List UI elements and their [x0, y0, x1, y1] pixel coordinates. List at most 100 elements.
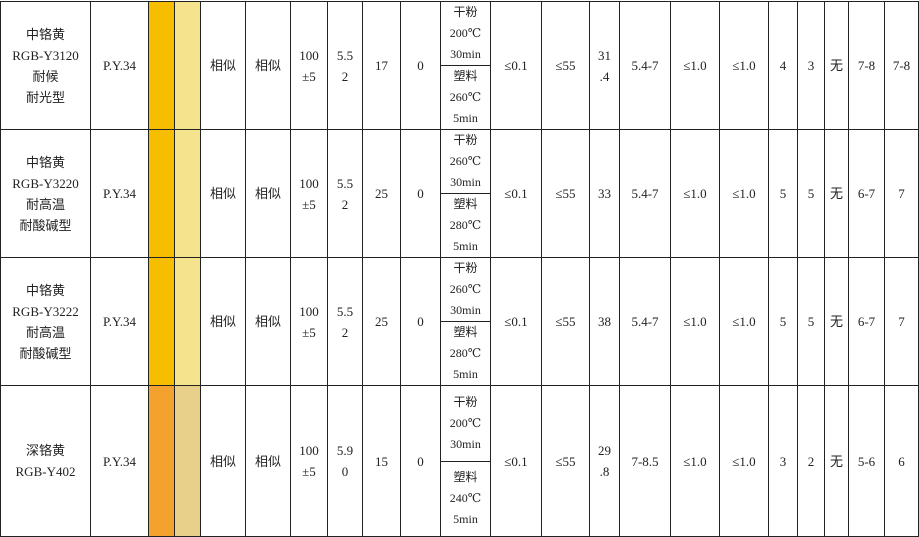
color-swatch-tint [174, 257, 201, 386]
cell-name: 中铬黄 RGB-Y3222 耐高温 耐酸碱型 [0, 257, 91, 386]
cell-v8: ≤1.0 [670, 129, 720, 258]
strength-line: ±5 [302, 68, 316, 84]
cell-c1: 相似 [200, 129, 246, 258]
cell-v7: 5.4-7 [619, 1, 671, 130]
temp_bottom-line: 塑料 [453, 470, 478, 485]
cell-v5: ≤55 [541, 257, 590, 386]
name-line: 耐候 [32, 68, 59, 84]
name-line: 深铬黄 [25, 443, 65, 458]
temp-plastic: 塑料 260℃ 5min [441, 65, 490, 129]
temp_top-line: 30min [450, 47, 481, 61]
temp-plastic: 塑料 240℃ 5min [441, 460, 490, 537]
v6-line: .8 [599, 464, 610, 479]
cell-v1: 5.5 2 [327, 257, 363, 386]
cell-c2: 相似 [245, 1, 291, 130]
strength-line: 100 [299, 303, 319, 319]
cell-v3: 0 [400, 1, 441, 130]
cell-v1: 5.5 2 [327, 129, 363, 258]
cell-c1: 相似 [200, 257, 246, 386]
cell-v11: 5 [797, 129, 825, 258]
table-row: 中铬黄 RGB-Y3220 耐高温 耐酸碱型 P.Y.34 相似 相似 100 ±5 5.5 2 25… [0, 129, 919, 258]
name-line: RGB-Y402 [15, 464, 76, 479]
cell-v2: 25 [362, 129, 401, 258]
cell-v9: ≤1.0 [719, 1, 769, 130]
name-line: 耐高温 [25, 196, 65, 212]
cell-v14: 7 [884, 129, 919, 258]
cell-v6: 33 [589, 129, 620, 258]
cell-v7: 5.4-7 [619, 257, 671, 386]
name-line: 耐酸碱型 [19, 345, 72, 361]
v1-line: 5.5 [336, 47, 354, 63]
cell-heat-resistance: 干粉 260℃ 30min 塑料 280℃ 5min [440, 257, 491, 386]
v1-line: 2 [341, 324, 349, 340]
color-swatch-tint [174, 129, 201, 258]
cell-v4: ≤0.1 [490, 385, 542, 537]
temp_top-line: 260℃ [449, 282, 482, 296]
name-line: RGB-Y3222 [12, 303, 79, 319]
temp_bottom-line: 塑料 [453, 69, 478, 83]
temp_bottom-line: 5min [453, 367, 478, 381]
v1-line: 0 [341, 464, 349, 479]
temp-powder: 干粉 260℃ 30min [441, 258, 490, 321]
temp-plastic: 塑料 280℃ 5min [441, 193, 490, 257]
v6-line: 38 [598, 314, 611, 329]
temp_top-line: 30min [450, 436, 481, 451]
temp_bottom-line: 5min [453, 512, 478, 527]
name-line: 中铬黄 [25, 154, 65, 170]
cell-v4: ≤0.1 [490, 1, 542, 130]
cell-v10: 5 [768, 257, 798, 386]
temp_top-line: 260℃ [449, 154, 482, 168]
cell-pigment: P.Y.34 [90, 129, 149, 258]
cell-v8: ≤1.0 [670, 257, 720, 386]
cell-v8: ≤1.0 [670, 385, 720, 537]
cell-v3: 0 [400, 385, 441, 537]
temp_top-line: 干粉 [453, 394, 478, 409]
temp_bottom-line: 280℃ [449, 346, 482, 360]
color-swatch-masstone [148, 1, 175, 130]
temp_bottom-line: 塑料 [453, 197, 478, 211]
cell-v2: 17 [362, 1, 401, 130]
v6-line: 31 [598, 47, 611, 63]
cell-name: 深铬黄 RGB-Y402 [0, 385, 91, 537]
v1-line: 2 [341, 68, 349, 84]
temp_bottom-line: 5min [453, 239, 478, 253]
strength-line: 100 [299, 443, 319, 458]
cell-v10: 4 [768, 1, 798, 130]
cell-v13: 7-8 [848, 1, 885, 130]
temp_top-line: 200℃ [449, 26, 482, 40]
color-swatch-tint [174, 385, 201, 537]
v1-line: 5.9 [336, 443, 354, 458]
cell-v12: 无 [824, 1, 849, 130]
name-line: 耐光型 [25, 89, 65, 105]
cell-v12: 无 [824, 129, 849, 258]
temp_top-line: 30min [450, 303, 481, 317]
cell-v5: ≤55 [541, 1, 590, 130]
name-line: 耐酸碱型 [19, 217, 72, 233]
cell-v14: 6 [884, 385, 919, 537]
cell-c2: 相似 [245, 129, 291, 258]
cell-v12: 无 [824, 385, 849, 537]
name-line: 中铬黄 [25, 26, 65, 42]
v6-line: .4 [599, 68, 610, 84]
cell-v6: 38 [589, 257, 620, 386]
cell-v11: 2 [797, 385, 825, 537]
cell-name: 中铬黄 RGB-Y3120 耐候 耐光型 [0, 1, 91, 130]
cell-v6: 29.8 [589, 385, 620, 537]
strength-line: 100 [299, 175, 319, 191]
cell-v4: ≤0.1 [490, 257, 542, 386]
strength-line: 100 [299, 47, 319, 63]
cell-v13: 6-7 [848, 129, 885, 258]
cell-v3: 0 [400, 129, 441, 258]
table-row: 中铬黄 RGB-Y3120 耐候 耐光型 P.Y.34 相似 相似 100 ±5 5.5 2 17 0 干… [0, 1, 919, 130]
cell-name: 中铬黄 RGB-Y3220 耐高温耐酸碱型 [0, 129, 91, 258]
cell-v11: 5 [797, 257, 825, 386]
cell-v5: ≤55 [541, 385, 590, 537]
name-line: RGB-Y3220 [12, 175, 79, 191]
table-row: 中铬黄 RGB-Y3222 耐高温 耐酸碱型 P.Y.34 相似 相似 100 ±5 5.5 2 25… [0, 257, 919, 386]
cell-v10: 5 [768, 129, 798, 258]
temp_top-line: 200℃ [449, 415, 482, 430]
strength-line: ±5 [302, 324, 316, 340]
temp-powder: 干粉 200℃ 30min [441, 386, 490, 461]
cell-v6: 31.4 [589, 1, 620, 130]
